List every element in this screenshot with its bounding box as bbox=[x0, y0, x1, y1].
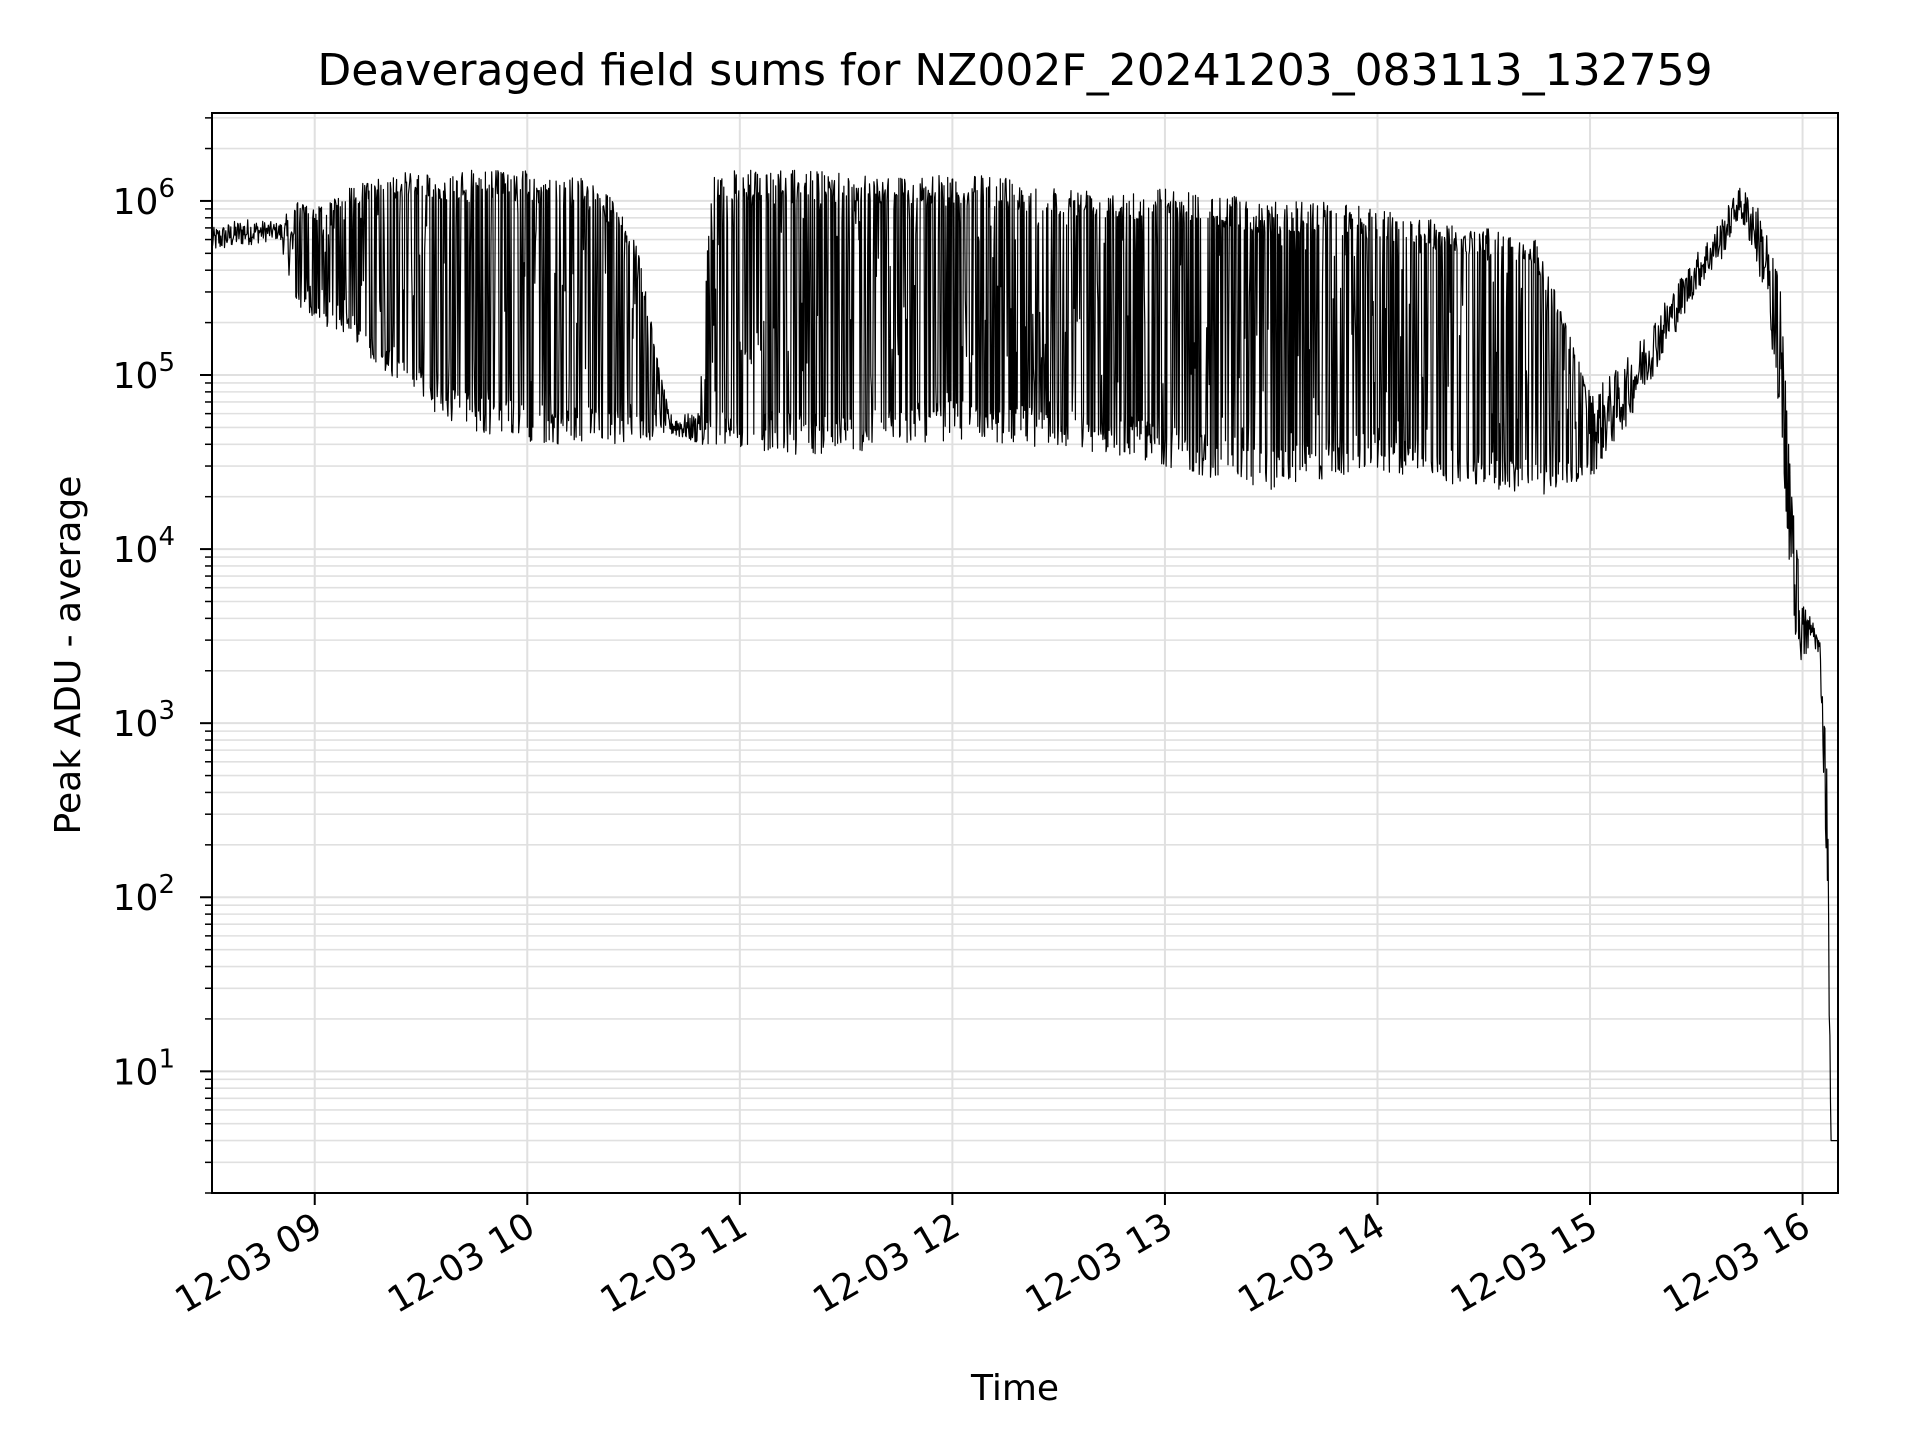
plot-frame bbox=[211, 112, 1839, 1194]
y-tick-label: 101 bbox=[113, 1044, 175, 1093]
y-tick-label: 102 bbox=[113, 870, 175, 919]
y-tick-label: 103 bbox=[113, 696, 175, 745]
x-tick-label: 12-03 16 bbox=[1656, 1205, 1817, 1321]
y-tick-label: 104 bbox=[113, 522, 175, 571]
y-axis-label: Peak ADU - average bbox=[48, 476, 89, 835]
data-series bbox=[211, 169, 1838, 1142]
y-tick-labels: 101 102 103 104 105 106 bbox=[113, 174, 175, 1093]
chart-title: Deaveraged field sums for NZ002F_2024120… bbox=[317, 45, 1712, 96]
x-tick-labels: 12-03 09 12-03 10 12-03 11 12-03 12 12-03 13… bbox=[169, 1205, 1818, 1321]
x-axis-label: Time bbox=[970, 1368, 1059, 1409]
y-tick-label: 105 bbox=[113, 348, 175, 397]
series-line bbox=[211, 169, 1838, 1142]
x-tick-label: 12-03 12 bbox=[806, 1205, 967, 1321]
x-tick-label: 12-03 09 bbox=[169, 1205, 330, 1321]
x-tick-label: 12-03 10 bbox=[381, 1205, 542, 1321]
x-tick-label: 12-03 14 bbox=[1231, 1205, 1392, 1321]
x-tick-label: 12-03 13 bbox=[1019, 1205, 1180, 1321]
axis-ticks bbox=[200, 117, 1804, 1205]
x-tick-label: 12-03 15 bbox=[1444, 1205, 1605, 1321]
y-tick-label: 106 bbox=[113, 174, 175, 223]
x-tick-label: 12-03 11 bbox=[594, 1205, 755, 1321]
